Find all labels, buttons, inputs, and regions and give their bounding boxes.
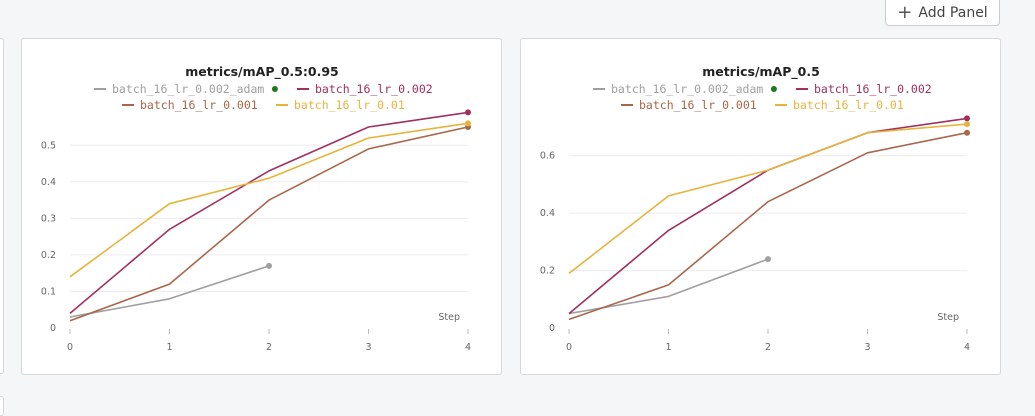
legend-label: batch_16_lr_0.002_adam: [611, 82, 763, 96]
series-line[interactable]: [69, 111, 469, 315]
legend-entry[interactable]: batch_16_lr_0.002_adam: [94, 82, 278, 96]
add-panel-button[interactable]: + Add Panel: [885, 0, 1000, 26]
series-line[interactable]: [69, 126, 469, 322]
legend-label: batch_16_lr_0.001: [140, 98, 258, 112]
x-tick-label: 2: [765, 342, 771, 353]
x-tick-label: 0: [566, 342, 572, 353]
y-tick-label: 0.6: [540, 151, 555, 162]
series-end-point[interactable]: [765, 256, 771, 263]
legend-label: batch_16_lr_0.002: [814, 82, 932, 96]
series-line[interactable]: [568, 117, 968, 315]
y-tick-label: 0.4: [540, 208, 555, 219]
legend-entry[interactable]: batch_16_lr_0.002: [297, 82, 433, 96]
legend-label: batch_16_lr_0.002_adam: [112, 82, 264, 96]
series-line[interactable]: [69, 265, 270, 318]
y-tick-label: 0.4: [41, 177, 56, 188]
x-axis-label: Step: [937, 312, 959, 323]
add-panel-label: Add Panel: [918, 4, 988, 21]
x-tick-label: 1: [166, 342, 172, 353]
series-end-point[interactable]: [465, 109, 471, 116]
series-line[interactable]: [69, 122, 469, 278]
series-line[interactable]: [568, 258, 769, 315]
x-tick-label: 4: [964, 342, 970, 353]
x-tick-label: 2: [266, 342, 272, 353]
legend-entry[interactable]: batch_16_lr_0.002: [796, 82, 932, 96]
legend-entry[interactable]: batch_16_lr_0.01: [276, 98, 405, 112]
chart-title: metrics/mAP_0.5: [702, 64, 820, 80]
y-tick-label: 0.1: [41, 286, 56, 297]
series-end-point[interactable]: [964, 115, 970, 122]
x-axis-label: Step: [438, 312, 460, 323]
series-line[interactable]: [568, 123, 968, 275]
legend-entry[interactable]: batch_16_lr_0.001: [621, 98, 757, 112]
legend-entry[interactable]: batch_16_lr_0.002_adam: [593, 82, 777, 96]
x-tick-label: 1: [665, 342, 671, 353]
y-tick-label: 0.3: [41, 213, 56, 224]
series-line[interactable]: [568, 131, 968, 321]
y-tick-label: 0: [50, 323, 56, 334]
legend-active-marker: [770, 86, 777, 92]
y-tick-label: 0: [549, 323, 555, 334]
offscreen-panel-edge-bottom: [0, 396, 4, 416]
chart-title: metrics/mAP_0.5:0.95: [185, 64, 338, 80]
y-tick-label: 0.2: [540, 266, 555, 277]
x-tick-label: 4: [465, 342, 471, 353]
offscreen-panel-edge: [0, 38, 4, 374]
x-tick-label: 3: [864, 342, 870, 353]
x-tick-label: 3: [365, 342, 371, 353]
plus-icon: +: [897, 1, 913, 23]
legend-label: batch_16_lr_0.001: [639, 98, 757, 112]
legend-entry[interactable]: batch_16_lr_0.001: [122, 98, 258, 112]
legend-entry[interactable]: batch_16_lr_0.01: [775, 98, 904, 112]
legend-label: batch_16_lr_0.002: [315, 82, 433, 96]
y-tick-label: 0.2: [41, 250, 56, 261]
chart-map-0.5-0.95: metrics/mAP_0.5:0.95 batch_16_lr_0.002_ad…: [41, 64, 471, 353]
series-end-point[interactable]: [964, 129, 970, 136]
chart-panel-map-0.5-0.95[interactable]: metrics/mAP_0.5:0.95 batch_16_lr_0.002_ad…: [21, 38, 502, 375]
x-tick-label: 0: [67, 342, 73, 353]
series-end-point[interactable]: [266, 262, 272, 269]
legend-label: batch_16_lr_0.01: [294, 98, 405, 112]
series-end-point[interactable]: [964, 121, 970, 128]
legend-label: batch_16_lr_0.01: [793, 98, 904, 112]
chart-panel-map-0.5[interactable]: metrics/mAP_0.5 batch_16_lr_0.002_adam bat…: [520, 38, 1001, 375]
legend-active-marker: [271, 86, 278, 92]
y-tick-label: 0.5: [41, 140, 56, 151]
series-end-point[interactable]: [465, 120, 471, 127]
